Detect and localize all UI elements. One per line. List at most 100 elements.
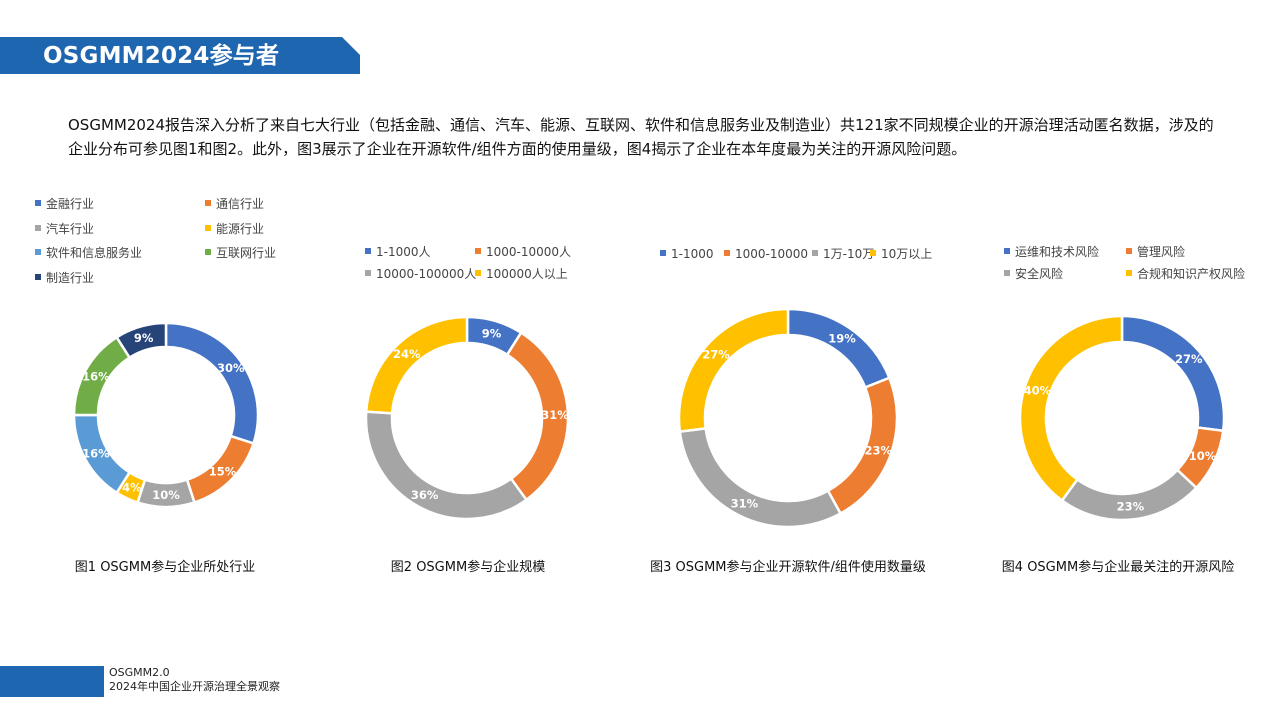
- chart-usage-scale: 1-1000 1000-10000 1万-10万 10万以上 19% 23% 31% 27%…: [638, 190, 938, 590]
- footer-line-1: OSGMM2.0: [109, 666, 170, 679]
- data-label: 15%: [209, 465, 237, 479]
- legend-label: 100000人以上: [486, 267, 568, 281]
- legend-swatch: [35, 200, 41, 206]
- legend-item: 互联网行业: [205, 245, 276, 261]
- legend-swatch: [660, 250, 666, 256]
- footer-line-2: 2024年中国企业开源治理全景观察: [109, 680, 280, 693]
- legend-label: 合规和知识产权风险: [1137, 267, 1246, 281]
- data-label: 16%: [82, 369, 110, 383]
- chart-caption: 图4 OSGMM参与企业最关注的开源风险: [1001, 560, 1235, 575]
- legend-swatch: [205, 249, 211, 255]
- legend-item: 1000-10000人: [475, 244, 571, 260]
- data-label: 4%: [122, 480, 142, 494]
- legend-swatch: [724, 250, 730, 256]
- chart-risk-focus: 运维和技术风险 管理风险安全风险 合规和知识产权风险 27% 10% 23% 40% 图4…: [972, 190, 1272, 590]
- data-label: 27%: [1175, 352, 1203, 366]
- legend-label: 互联网行业: [216, 246, 277, 260]
- legend-item: 10000-100000人: [365, 266, 476, 282]
- donut-chart: 27% 10% 23% 40%: [1018, 314, 1226, 522]
- data-label: 10%: [152, 488, 180, 502]
- legend-item: 1-1000人: [365, 244, 431, 260]
- legend-label: 软件和信息服务业: [46, 246, 143, 260]
- legend-label: 1000-10000: [735, 247, 809, 261]
- legend-label: 制造行业: [46, 270, 95, 285]
- legend-item: 金融行业: [35, 196, 94, 212]
- donut-chart: 19% 23% 31% 27%: [677, 307, 899, 529]
- data-label: 16%: [82, 447, 110, 461]
- legend-label: 金融行业: [46, 197, 95, 211]
- chart-caption: 图3 OSGMM参与企业开源软件/组件使用数量级: [650, 560, 926, 575]
- data-label: 19%: [828, 332, 856, 346]
- footer-text: OSGMM2.0 2024年中国企业开源治理全景观察: [109, 666, 280, 694]
- legend-swatch: [1004, 270, 1010, 276]
- legend-item: 安全风险: [1004, 266, 1063, 282]
- footer-bar: [0, 666, 104, 697]
- legend-item: 100000人以上: [475, 266, 568, 282]
- legend-swatch: [475, 248, 481, 254]
- donut-segment: [164, 321, 260, 446]
- chart-caption: 图1 OSGMM参与企业所处行业: [74, 560, 256, 575]
- page-title: OSGMM2024参与者: [43, 43, 280, 69]
- data-label: 23%: [1117, 500, 1145, 514]
- legend-item: 运维和技术风险: [1004, 244, 1099, 260]
- legend-swatch: [365, 270, 371, 276]
- donut-segment: [364, 410, 529, 521]
- data-label: 27%: [702, 348, 730, 362]
- legend-item: 10万以上: [870, 246, 932, 262]
- data-label: 9%: [482, 326, 502, 340]
- legend-label: 1000-10000人: [486, 245, 572, 259]
- legend-item: 通信行业: [205, 196, 264, 212]
- intro-paragraph: OSGMM2024报告深入分析了来自七大行业（包括金融、通信、汽车、能源、互联网…: [68, 116, 1214, 158]
- legend-label: 通信行业: [216, 197, 265, 211]
- data-label: 23%: [865, 444, 893, 458]
- chart-caption: 图2 OSGMM参与企业规模: [390, 560, 546, 575]
- legend-label: 汽车行业: [46, 221, 95, 236]
- legend-swatch: [205, 200, 211, 206]
- donut-segment: [1120, 314, 1226, 433]
- legend-item: 管理风险: [1126, 244, 1185, 260]
- legend-label: 运维和技术风险: [1015, 245, 1100, 259]
- legend-swatch: [475, 270, 481, 276]
- title-banner: [0, 37, 360, 74]
- legend-item: 汽车行业: [35, 221, 94, 237]
- donut-segment: [1018, 314, 1124, 503]
- legend-swatch: [365, 248, 371, 254]
- legend-item: 合规和知识产权风险: [1126, 266, 1245, 282]
- legend-swatch: [1004, 248, 1010, 254]
- chart-company-size: 1-1000人 1000-10000人 10000-100000人 100000人以上…: [318, 190, 618, 590]
- legend-swatch: [870, 250, 876, 256]
- donut-segment: [786, 307, 891, 390]
- donut-chart: 9% 31% 36% 24%: [364, 315, 570, 521]
- legend-swatch: [205, 224, 211, 231]
- legend-label: 1-1000人: [376, 245, 431, 259]
- chart-industry: 金融行业 通信行业汽车行业 能源行业软件和信息服务业 互联网行业制造行业 30% 15%…: [15, 190, 315, 590]
- legend-swatch: [1126, 270, 1132, 276]
- legend-label: 1-1000: [671, 247, 714, 261]
- donut-segment: [678, 427, 843, 529]
- donut-segment: [114, 321, 168, 360]
- legend-swatch: [35, 273, 41, 280]
- legend-label: 安全风险: [1015, 267, 1064, 281]
- legend-item: 制造行业: [35, 270, 94, 286]
- donut-chart: 30% 15% 10% 4% 16% 16% 9%: [72, 321, 260, 509]
- data-label: 9%: [134, 331, 154, 345]
- donut-segment: [364, 315, 469, 415]
- legend-swatch: [35, 224, 41, 231]
- legend-item: 1万-10万: [812, 246, 874, 262]
- legend-label: 10万以上: [881, 247, 933, 261]
- donut-segment: [677, 307, 790, 434]
- legend-item: 1000-10000: [724, 246, 808, 262]
- data-label: 36%: [411, 488, 439, 502]
- legend-label: 10000-100000人: [376, 267, 477, 281]
- legend-label: 管理风险: [1137, 245, 1186, 259]
- legend-item: 软件和信息服务业: [35, 245, 142, 261]
- legend-swatch: [812, 250, 818, 256]
- data-label: 40%: [1024, 383, 1052, 397]
- legend-label: 1万-10万: [823, 247, 875, 261]
- legend-swatch: [1126, 248, 1132, 254]
- legend-label: 能源行业: [216, 221, 265, 236]
- legend-item: 1-1000: [660, 246, 714, 262]
- data-label: 10%: [1189, 449, 1217, 463]
- data-label: 30%: [217, 361, 245, 375]
- data-label: 24%: [393, 347, 421, 361]
